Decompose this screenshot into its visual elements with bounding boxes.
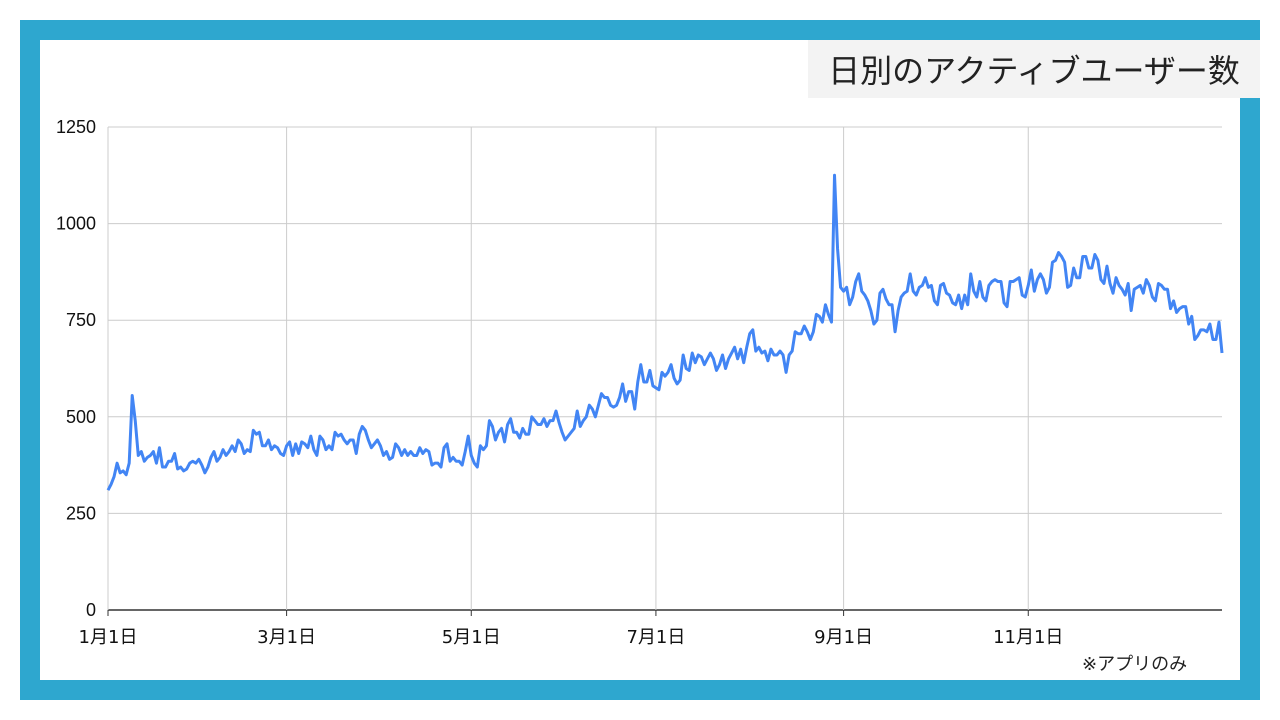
- y-tick-label: 1250: [56, 117, 96, 137]
- grid-lines: [107, 126, 1222, 611]
- x-tick-label: 3月1日: [257, 627, 316, 648]
- outer-frame: 日別のアクティブユーザー数: [20, 20, 1260, 700]
- chart-panel: 日別のアクティブユーザー数: [40, 40, 1260, 680]
- y-axis: 0 250 500 750 1000 1250: [56, 117, 96, 620]
- y-tick-label: 250: [66, 503, 96, 523]
- y-tick-label: 0: [86, 600, 96, 620]
- y-tick-label: 750: [66, 310, 96, 330]
- footnote: ※アプリのみ: [1082, 654, 1188, 675]
- x-tick-label: 11月1日: [993, 627, 1063, 648]
- x-tick-label: 5月1日: [442, 627, 501, 648]
- x-tick-label: 7月1日: [626, 627, 685, 648]
- series-line: [106, 173, 1224, 491]
- chart-title: 日別のアクティブユーザー数: [808, 40, 1260, 98]
- x-axis: 1月1日 3月1日 5月1日 7月1日 9月1日 11月1日: [79, 610, 1063, 648]
- y-tick-label: 500: [66, 407, 96, 427]
- x-tick-label: 9月1日: [814, 627, 873, 648]
- y-tick-label: 1000: [56, 214, 96, 234]
- x-tick-label: 1月1日: [79, 627, 138, 648]
